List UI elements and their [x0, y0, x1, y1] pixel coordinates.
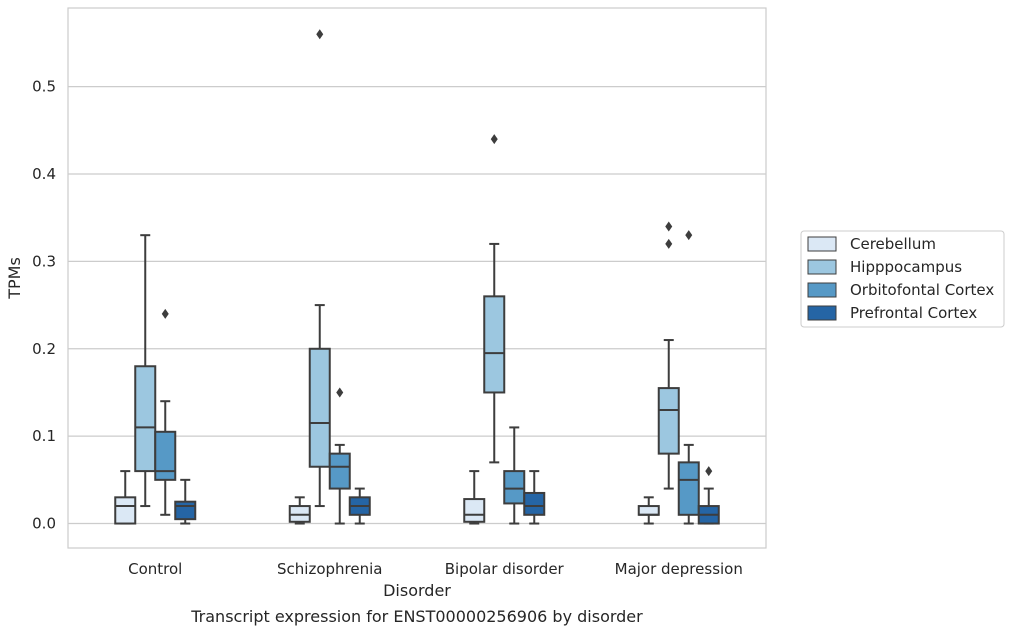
box: [174, 478, 197, 525]
x-tick-label: Schizophrenia: [277, 560, 382, 578]
series-hipppocampus: [134, 29, 680, 508]
outlier-point: [665, 221, 673, 232]
box-body: [657, 387, 680, 455]
x-tick-label: Control: [128, 560, 182, 578]
y-tick-label: 0.2: [32, 340, 56, 358]
x-tick-label: Major depression: [615, 560, 743, 578]
box: [154, 308, 177, 516]
legend-label: Orbitofontal Cortex: [850, 281, 994, 299]
box: [348, 487, 371, 525]
outlier-point: [161, 308, 169, 319]
box: [114, 470, 137, 525]
box: [134, 234, 157, 508]
box-body: [174, 500, 197, 521]
box: [677, 230, 700, 525]
x-tick-label: Bipolar disorder: [445, 560, 565, 578]
outlier-point: [685, 230, 693, 241]
legend-swatch: [807, 282, 837, 298]
legend-label: Prefrontal Cortex: [850, 304, 977, 322]
outlier-point: [316, 29, 324, 40]
y-tick-label: 0.5: [32, 78, 56, 96]
box-body: [637, 505, 660, 516]
box: [308, 29, 331, 508]
outlier-point: [665, 238, 673, 249]
y-axis-ticks: 0.0 0.1 0.2 0.3 0.4 0.5: [32, 78, 56, 533]
chart-caption: Transcript expression for ENST0000025690…: [190, 607, 643, 626]
box-body: [503, 470, 526, 505]
legend-swatch: [807, 305, 837, 321]
box-body: [463, 498, 486, 523]
box-body: [134, 365, 157, 473]
box: [503, 426, 526, 525]
outlier-point: [490, 134, 498, 145]
box-body: [483, 295, 506, 394]
legend-swatch: [807, 236, 837, 252]
legend-swatch: [807, 259, 837, 275]
x-axis-label: Disorder: [383, 581, 451, 600]
series-orbitofontal-cortex: [154, 230, 700, 525]
legend-label: Hipppocampus: [850, 258, 962, 276]
box-body: [308, 347, 331, 468]
y-tick-label: 0.0: [32, 515, 56, 533]
box: [328, 387, 351, 525]
box: [523, 470, 546, 525]
box: [463, 470, 486, 525]
box-body: [154, 430, 177, 481]
y-axis-label: TPMs: [5, 257, 24, 300]
box: [657, 221, 680, 490]
legend: Cerebellum Hipppocampus Orbitofontal Corte…: [800, 230, 1005, 328]
box: [697, 466, 720, 525]
box-body: [523, 491, 546, 516]
outlier-point: [336, 387, 344, 398]
box-body: [677, 461, 700, 516]
box: [483, 134, 506, 464]
box-series: [114, 29, 720, 525]
box-body: [328, 452, 351, 490]
outlier-point: [705, 466, 713, 477]
y-tick-label: 0.4: [32, 165, 56, 183]
series-cerebellum: [114, 470, 660, 525]
y-tick-label: 0.1: [32, 427, 56, 445]
series-prefrontal-cortex: [174, 466, 720, 525]
plot-area: [67, 7, 767, 549]
x-axis-ticks: Control Schizophrenia Bipolar disorder Majo…: [128, 560, 743, 578]
box-body: [114, 496, 137, 525]
legend-label: Cerebellum: [850, 235, 936, 253]
box: [637, 496, 660, 525]
box: [288, 496, 311, 525]
y-tick-label: 0.3: [32, 252, 56, 270]
legend-frame: [800, 230, 1005, 328]
